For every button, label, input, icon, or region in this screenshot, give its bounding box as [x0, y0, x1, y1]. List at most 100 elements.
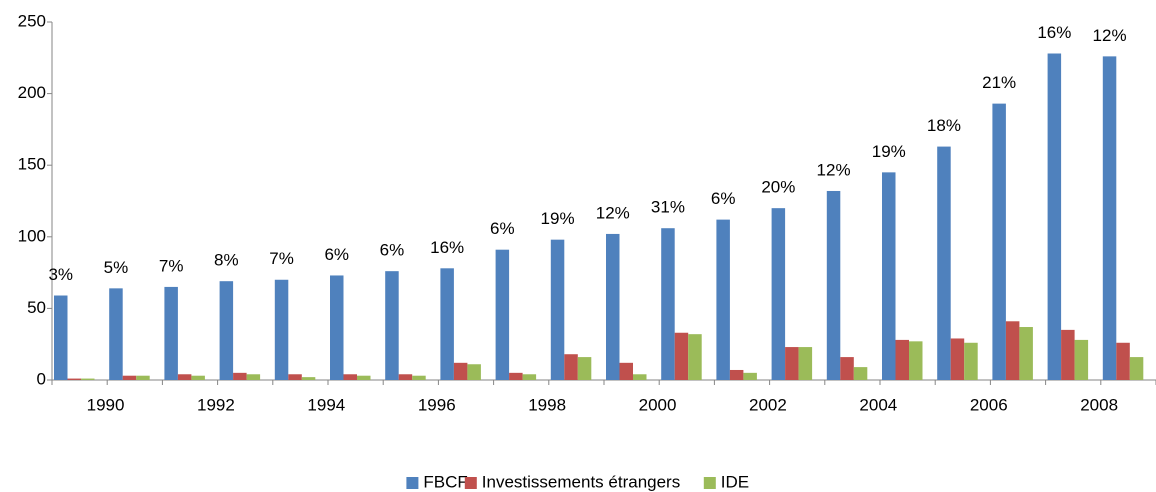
bar [453, 362, 468, 380]
bar [440, 268, 454, 380]
bar [191, 375, 205, 380]
data-label: 5% [104, 258, 129, 277]
bar [564, 354, 578, 380]
legend-label: IDE [721, 472, 749, 491]
bar [826, 190, 841, 380]
x-tick-label: 2002 [749, 395, 787, 414]
data-label: 16% [430, 238, 464, 257]
x-tick-label: 2004 [859, 395, 897, 414]
bar [937, 146, 951, 380]
bar [343, 374, 357, 380]
legend-label: Investissements étrangers [482, 472, 680, 491]
bar [688, 334, 702, 380]
bar [950, 338, 965, 380]
bar [54, 295, 68, 380]
bar [771, 208, 786, 380]
bar [301, 377, 316, 380]
bar [67, 378, 81, 380]
bar [274, 279, 289, 380]
data-label: 12% [817, 160, 851, 179]
bar [661, 228, 675, 380]
bar [136, 375, 150, 380]
legend-swatch [464, 477, 477, 489]
bar [177, 374, 192, 380]
data-label: 12% [596, 203, 630, 222]
data-label: 8% [214, 251, 239, 270]
data-label: 16% [1037, 23, 1071, 42]
data-label: 3% [48, 265, 73, 284]
legend-swatch [406, 477, 419, 489]
data-label: 12% [1093, 26, 1127, 45]
bar [509, 372, 523, 380]
x-tick-label: 1998 [528, 395, 566, 414]
bar [1102, 56, 1117, 380]
data-label: 7% [159, 256, 184, 275]
bar [412, 375, 426, 380]
bar [385, 271, 399, 380]
bar [1005, 321, 1020, 380]
bar [288, 374, 302, 380]
bar [522, 374, 537, 380]
bar [1116, 342, 1130, 380]
bar [577, 357, 592, 380]
data-label: 6% [490, 219, 515, 238]
bar [619, 362, 633, 380]
y-tick-label: 250 [18, 11, 46, 30]
bar [81, 378, 95, 380]
data-label: 18% [927, 116, 961, 135]
bar [219, 281, 234, 380]
y-tick-label: 100 [18, 226, 46, 245]
bar [109, 288, 123, 380]
legend-swatch [703, 477, 716, 489]
x-tick-label: 1992 [197, 395, 235, 414]
bar [1047, 53, 1062, 381]
x-tick-label: 2006 [970, 395, 1008, 414]
data-label: 6% [711, 189, 736, 208]
bar [798, 347, 813, 380]
bar [785, 347, 799, 380]
bar [1074, 339, 1089, 380]
bar [1019, 327, 1033, 380]
x-tick-label: 2000 [639, 395, 677, 414]
data-label: 31% [651, 198, 685, 217]
bar [840, 357, 854, 380]
x-tick-label: 1996 [418, 395, 456, 414]
bar [550, 239, 565, 380]
bar [743, 372, 757, 380]
bar [246, 374, 261, 380]
x-tick-label: 1990 [87, 395, 125, 414]
y-tick-label: 200 [18, 83, 46, 102]
data-label: 6% [380, 241, 405, 260]
data-label: 6% [324, 245, 349, 264]
bar [1061, 329, 1075, 380]
data-label: 19% [872, 142, 906, 161]
bar [495, 249, 510, 380]
data-label: 7% [269, 249, 294, 268]
bar [716, 219, 730, 380]
bar [122, 375, 137, 380]
data-label: 19% [541, 209, 575, 228]
bar [853, 367, 868, 380]
bar [909, 341, 923, 380]
y-tick-label: 150 [18, 155, 46, 174]
bar [992, 103, 1006, 381]
bar [895, 339, 909, 380]
bar [729, 369, 744, 380]
data-label: 21% [982, 73, 1016, 92]
bar [606, 233, 620, 380]
legend-label: FBCF [423, 472, 467, 491]
bar [674, 332, 689, 380]
bar [357, 375, 371, 380]
bar [1129, 357, 1144, 380]
data-label: 20% [761, 178, 795, 197]
bar [164, 286, 178, 380]
bar [633, 374, 647, 380]
bar [964, 342, 978, 380]
x-tick-label: 2008 [1080, 395, 1118, 414]
y-tick-label: 50 [27, 298, 46, 317]
bar [398, 374, 413, 380]
bar [330, 275, 344, 380]
bar [233, 372, 247, 380]
bar [467, 364, 481, 380]
